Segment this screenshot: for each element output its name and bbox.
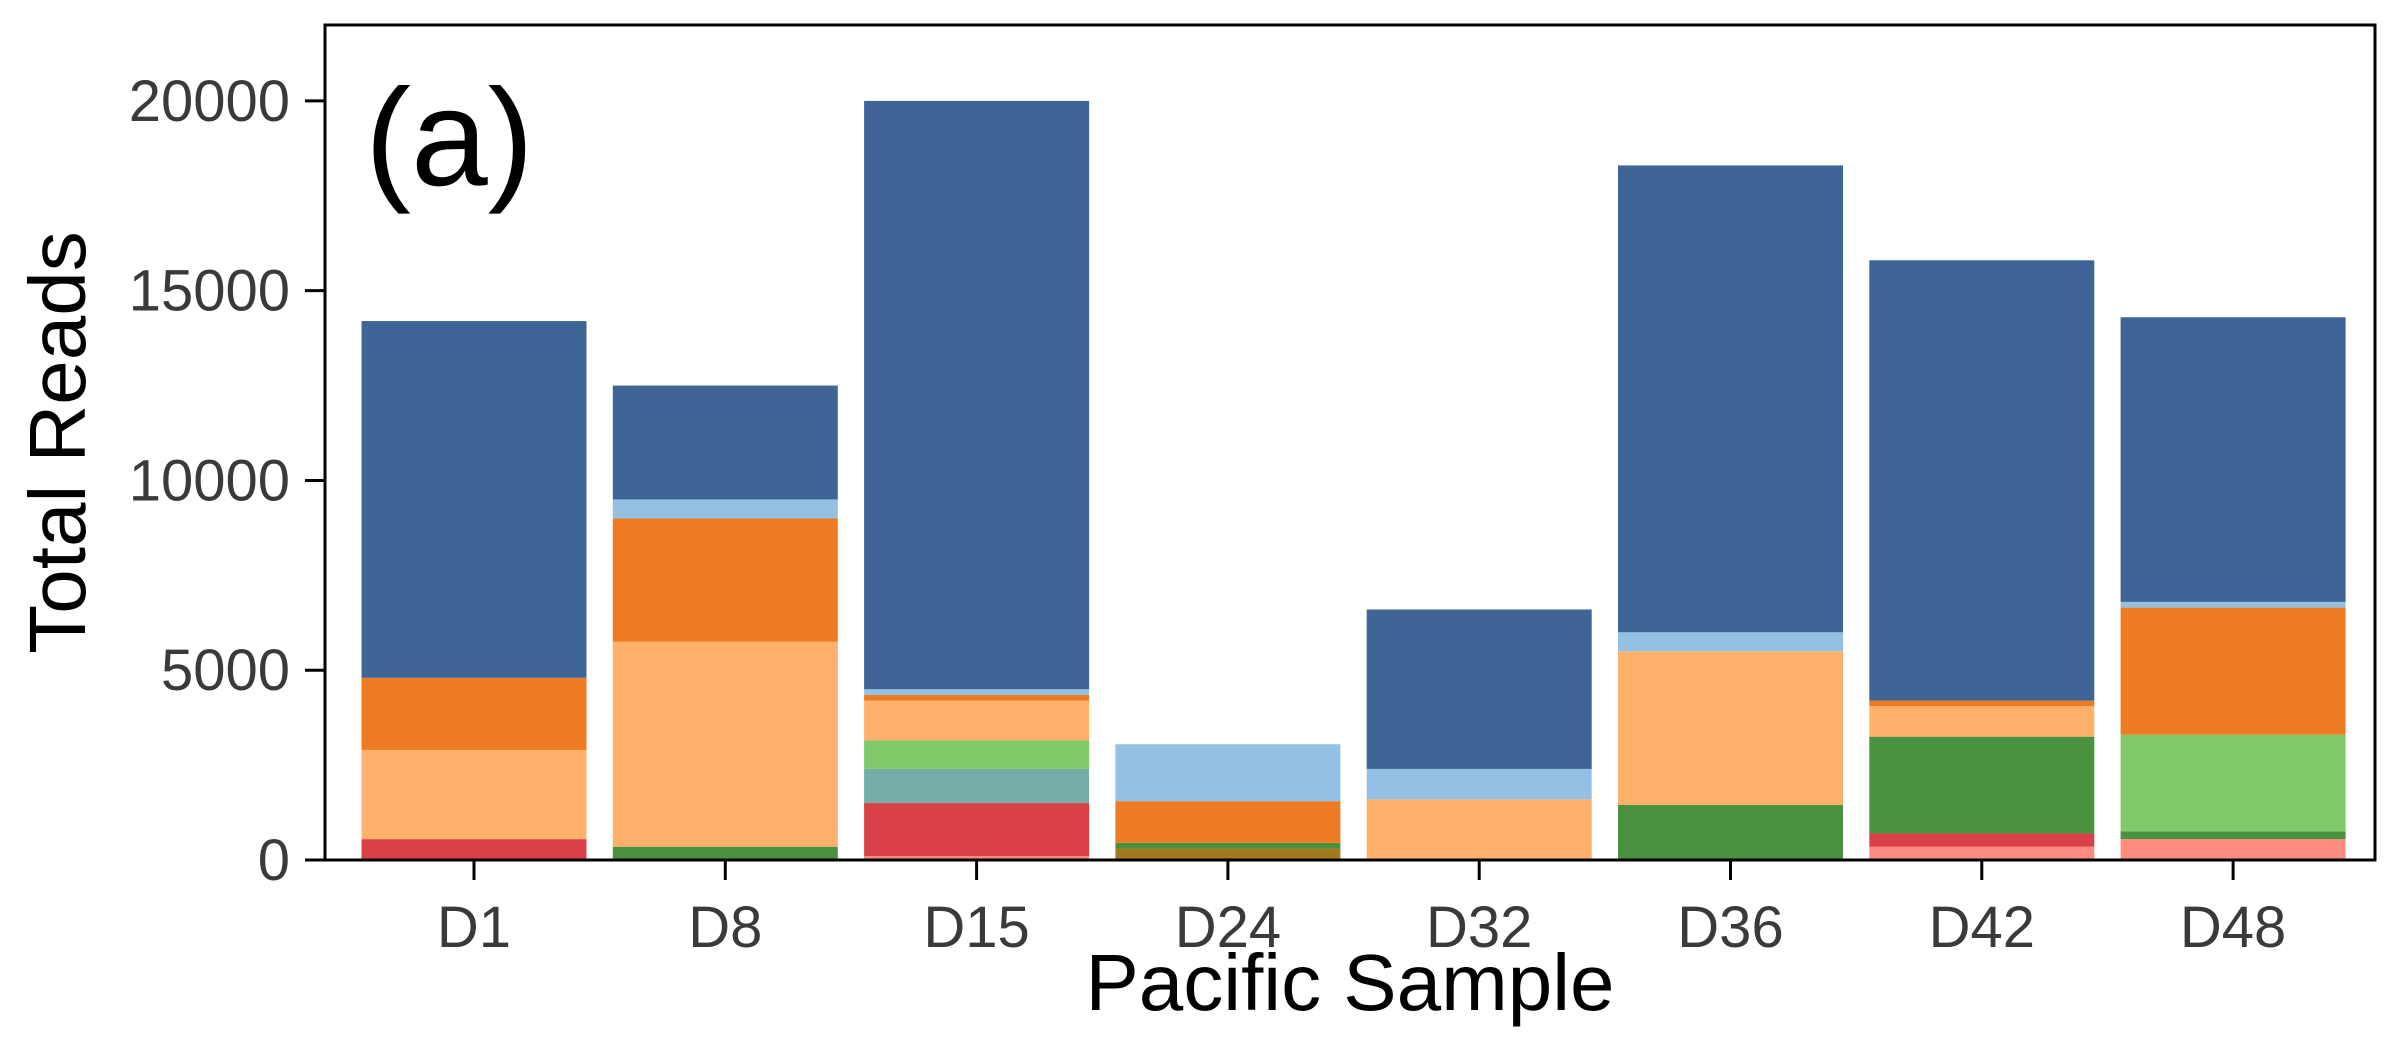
x-tick-label-d36: D36 <box>1677 895 1783 960</box>
bar-segment-d8-6 <box>612 641 838 847</box>
bar-segment-d36-9 <box>1618 165 1843 633</box>
x-tick-label-d48: D48 <box>2180 895 2286 960</box>
bar-segment-d24-3 <box>1115 848 1341 860</box>
bar-segment-d48-9 <box>2120 317 2346 602</box>
x-axis: D1 D8 D15 D24 D32 D36 D42 D48 <box>437 860 2286 960</box>
bar-segment-d42-7 <box>1869 700 2095 707</box>
x-tick-label-d8: D8 <box>688 895 762 960</box>
bar-segment-d48-0 <box>2120 839 2346 860</box>
bar-segment-d42-1 <box>1869 833 2095 847</box>
y-tick-label-1: 5000 <box>161 638 290 703</box>
x-tick-label-d42: D42 <box>1929 895 2035 960</box>
panel-label: (a) <box>365 61 534 215</box>
bar-segment-d15-7 <box>864 694 1090 701</box>
bar-segment-d32-8 <box>1366 768 1592 800</box>
bar-segment-d8-4 <box>612 846 838 860</box>
x-tick-label-d1: D1 <box>437 895 511 960</box>
bar-segment-d15-6 <box>864 700 1090 741</box>
y-tick-label-3: 15000 <box>129 259 290 324</box>
bars-layer <box>361 100 2346 860</box>
bar-segment-d48-8 <box>2120 601 2346 608</box>
bar-segment-d48-5 <box>2120 734 2346 832</box>
x-axis-title: Pacific Sample <box>1085 938 1614 1027</box>
bar-segment-d42-0 <box>1869 846 2095 860</box>
bar-segment-d36-6 <box>1618 651 1843 805</box>
bar-segment-d1-7 <box>361 677 587 750</box>
bar-segment-d15-5 <box>864 740 1090 769</box>
bar-segment-d48-7 <box>2120 607 2346 735</box>
bar-segment-d1-9 <box>361 321 587 678</box>
x-tick-label-d15: D15 <box>923 895 1029 960</box>
bar-segment-d36-8 <box>1618 632 1843 652</box>
y-axis-title: Total Reads <box>13 231 102 653</box>
bar-segment-d24-4 <box>1115 842 1341 849</box>
x-tick-label-d24: D24 <box>1175 895 1281 960</box>
bar-segment-d15-9 <box>864 100 1090 690</box>
y-tick-label-2: 10000 <box>129 448 290 513</box>
bar-segment-d8-7 <box>612 518 838 642</box>
plot-frame <box>323 23 2377 862</box>
bar-segment-d24-7 <box>1115 801 1341 843</box>
bar-segment-d48-4 <box>2120 831 2346 840</box>
bar-segment-d1-6 <box>361 749 587 840</box>
bar-segment-d15-8 <box>864 689 1090 695</box>
y-tick-label-0: 0 <box>258 828 290 893</box>
bar-segment-d36-4 <box>1618 804 1843 860</box>
bar-segment-d32-9 <box>1366 609 1592 769</box>
y-axis: 0 5000 10000 15000 20000 <box>129 69 325 893</box>
bar-segment-d42-9 <box>1869 260 2095 701</box>
bar-segment-d15-1 <box>864 803 1090 857</box>
bar-segment-d32-6 <box>1366 799 1592 860</box>
bar-segment-d42-6 <box>1869 706 2095 737</box>
bar-segment-d24-8 <box>1115 744 1341 802</box>
bar-segment-d15-0 <box>864 856 1090 860</box>
bar-segment-d8-9 <box>612 385 838 500</box>
bar-segment-d8-8 <box>612 499 838 519</box>
bar-segment-d42-4 <box>1869 736 2095 834</box>
bar-segment-d1-1 <box>361 839 587 860</box>
x-tick-label-d32: D32 <box>1426 895 1532 960</box>
y-tick-label-4: 20000 <box>129 69 290 134</box>
bar-segment-d15-2 <box>864 768 1090 804</box>
